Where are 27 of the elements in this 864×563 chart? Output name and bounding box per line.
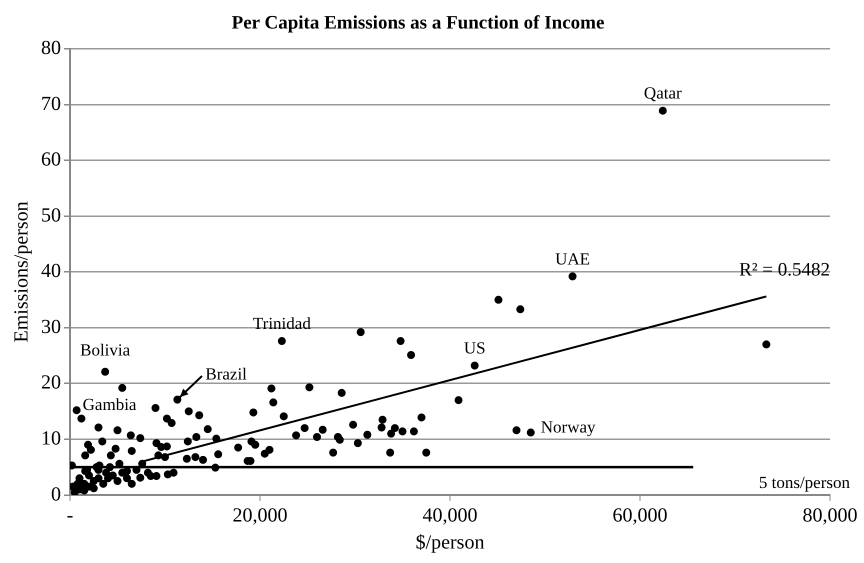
x-tick-label: 40,000 — [422, 504, 478, 526]
y-tick-label: 30 — [41, 316, 61, 338]
x-tick-label: - — [66, 504, 74, 526]
y-tick-label: 80 — [41, 37, 61, 60]
y-tick-label: 60 — [41, 148, 61, 171]
annotation: Norway — [540, 418, 596, 436]
annotation: Qatar — [644, 84, 682, 103]
x-tick-label: 80,000 — [802, 504, 858, 526]
y-tick-label: 70 — [41, 92, 61, 115]
chart-title: Per Capita Emissions as a Function of Income — [232, 12, 604, 34]
ref-line-label: 5 tons/person — [758, 473, 850, 492]
y-axis-title: Emissions/person — [10, 201, 32, 342]
y-tick-label: 50 — [41, 204, 61, 226]
y-tick-label: 40 — [41, 260, 61, 282]
x-axis-title: $/person — [416, 531, 484, 554]
annotation: Trinidad — [252, 314, 312, 334]
annotation: Gambia — [82, 395, 137, 414]
annotation: UAE — [555, 249, 590, 268]
annotation: R² = 0.5482 — [739, 259, 830, 280]
x-tick-label: 60,000 — [612, 504, 668, 526]
y-tick-label: 10 — [41, 427, 61, 450]
annotation: US — [464, 338, 486, 358]
y-tick-label: 20 — [41, 372, 61, 394]
annotation: Bolivia — [80, 340, 131, 360]
y-tick-label: 0 — [51, 483, 61, 506]
x-tick-label: 20,000 — [232, 504, 288, 526]
annotation: Brazil — [205, 364, 248, 384]
